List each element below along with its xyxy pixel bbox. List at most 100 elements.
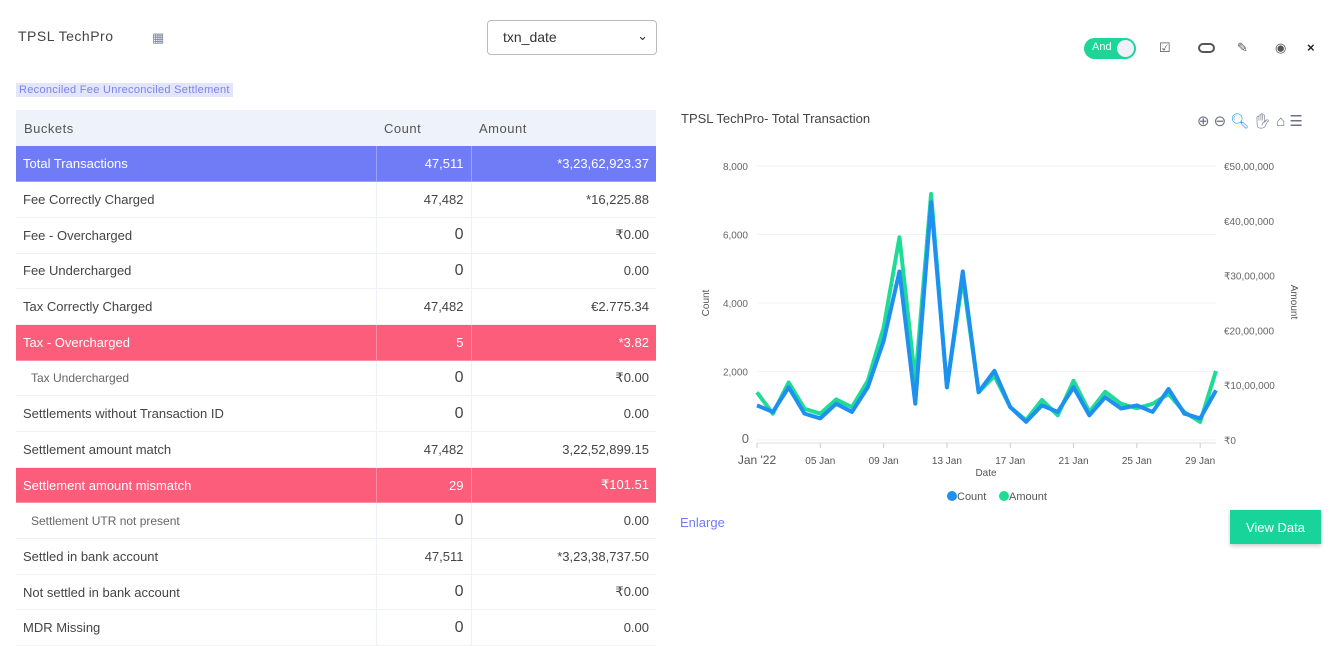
bucket-amount: ₹0.00	[470, 574, 656, 611]
table-header: Buckets Count Amount	[16, 110, 656, 146]
table-row[interactable]: Settled in bank account 47,511 *3,23,38,73…	[16, 538, 656, 575]
merchant-title: TPSL TechPro	[18, 28, 114, 44]
bucket-count: 0	[375, 360, 471, 397]
chart-title: TPSL TechPro- Total Transaction	[681, 111, 871, 126]
home-icon[interactable]: ⌂	[1276, 113, 1290, 130]
table-row[interactable]: Settlements without Transaction ID 0 0.00	[16, 395, 656, 432]
x-tick-label: 29 Jan	[1185, 456, 1215, 467]
table-row[interactable]: Fee Undercharged 0 0.00	[16, 253, 656, 290]
view-data-button[interactable]: View Data	[1230, 510, 1321, 544]
toggle-knob	[1117, 40, 1134, 57]
legend-label-amount: Amount	[1009, 491, 1047, 503]
toggle-label: And	[1092, 41, 1112, 53]
bucket-amount: *3,23,62,923.37	[470, 146, 656, 183]
table-row[interactable]: Settlement UTR not present 0 0.00	[16, 502, 656, 540]
oval-icon[interactable]	[1198, 43, 1215, 53]
chart-toolbar: ⊕⊖🔍︎✋︎⌂☰	[1197, 112, 1307, 130]
table-row[interactable]: Fee - Overcharged 0 ₹0.00	[16, 217, 656, 254]
bucket-count: 47,511	[375, 146, 471, 183]
bucket-name[interactable]: Tax Correctly Charged	[16, 288, 376, 325]
y-tick-label: 0	[742, 431, 749, 446]
table-row[interactable]: MDR Missing 0 0.00	[16, 609, 656, 646]
bucket-count: 0	[375, 502, 471, 540]
bucket-count: 0	[375, 253, 471, 290]
x-tick-label: 05 Jan	[805, 456, 835, 467]
col-amount: Amount	[471, 110, 656, 146]
zoom-out-icon[interactable]: ⊖	[1213, 113, 1231, 130]
bucket-name[interactable]: Settlements without Transaction ID	[16, 395, 376, 432]
x-tick-label: 09 Jan	[869, 456, 899, 467]
y2-tick-label: €20,00,000	[1224, 326, 1274, 337]
series-line-amount	[755, 191, 1218, 424]
bucket-name[interactable]: Settlement UTR not present	[16, 502, 376, 540]
bucket-amount: *3.82	[470, 324, 656, 361]
bucket-tabs[interactable]: Reconciled Fee Unreconciled Settlement	[16, 83, 233, 97]
enlarge-link[interactable]: Enlarge	[680, 515, 725, 530]
y2-tick-label: €50,00,000	[1224, 162, 1274, 173]
menu-icon[interactable]: ☰	[1289, 113, 1307, 130]
bucket-name[interactable]: Fee Undercharged	[16, 253, 376, 290]
transaction-chart: 0 2,000 4,000 6,000 8,000 ₹0 ₹10,00,000 €20,00,…	[701, 162, 1299, 503]
y2-tick-label: ₹10,00,000	[1224, 381, 1275, 392]
table-row[interactable]: Settlement amount match 47,482 3,22,52,899…	[16, 431, 656, 468]
pencil-icon[interactable]: ✎	[1237, 40, 1248, 55]
bucket-count: 29	[375, 467, 471, 504]
bucket-name[interactable]: Not settled in bank account	[16, 574, 376, 611]
y-tick-label: 8,000	[723, 162, 748, 173]
bucket-amount: 0.00	[470, 395, 656, 432]
table-row[interactable]: Settlement amount mismatch 29 ₹101.51	[16, 467, 656, 504]
table-row[interactable]: Tax Correctly Charged 47,482 €2.775.34	[16, 288, 656, 325]
y2-tick-label: ₹30,00,000	[1224, 272, 1275, 283]
col-count: Count	[376, 110, 471, 146]
bucket-amount: ₹0.00	[470, 360, 656, 397]
table-row[interactable]: Not settled in bank account 0 ₹0.00	[16, 574, 656, 611]
bucket-amount: *16,225.88	[470, 181, 656, 218]
eye-icon[interactable]: ◉	[1275, 40, 1287, 55]
legend-marker-count	[947, 491, 957, 501]
y-tick-label: 6,000	[723, 231, 748, 242]
and-toggle[interactable]: And	[1084, 38, 1136, 59]
zoom-in-icon[interactable]: ⊕	[1197, 113, 1214, 130]
pan-icon[interactable]: ✋︎	[1253, 113, 1277, 130]
bucket-count: 0	[375, 609, 471, 646]
table-row[interactable]: Total Transactions 47,511 *3,23,62,923.37	[16, 146, 656, 183]
bucket-amount: ₹0.00	[470, 217, 656, 254]
close-icon[interactable]: ×	[1307, 40, 1315, 55]
bucket-count: 5	[375, 324, 471, 361]
table-row[interactable]: Tax Undercharged 0 ₹0.00	[16, 360, 656, 397]
x-tick-label: 25 Jan	[1122, 456, 1152, 467]
bucket-name[interactable]: Total Transactions	[16, 146, 376, 183]
bucket-name[interactable]: Settled in bank account	[16, 538, 376, 575]
grid-icon[interactable]: ▦	[152, 30, 165, 45]
bucket-name[interactable]: Settlement amount match	[16, 431, 376, 468]
col-buckets: Buckets	[16, 110, 376, 146]
bucket-name[interactable]: Settlement amount mismatch	[16, 467, 376, 504]
zoom-select-icon[interactable]: 🔍︎	[1230, 113, 1254, 130]
bucket-name[interactable]: Tax - Overcharged	[16, 324, 376, 361]
reconciliation-table: Buckets Count Amount Total Transactions 4…	[16, 110, 656, 646]
table-row[interactable]: Fee Correctly Charged 47,482 *16,225.88	[16, 181, 656, 218]
bucket-amount: 3,22,52,899.15	[470, 431, 656, 468]
x-tick-label: 17 Jan	[995, 456, 1025, 467]
checkbox-icon[interactable]: ☑	[1159, 40, 1171, 55]
table-row[interactable]: Tax - Overcharged 5 *3.82	[16, 324, 656, 361]
x-tick-label: 21 Jan	[1059, 456, 1089, 467]
bucket-amount: 0.00	[470, 253, 656, 290]
bucket-name[interactable]: Fee - Overcharged	[16, 217, 376, 254]
bucket-amount: ₹101.51	[470, 467, 656, 504]
bucket-name[interactable]: Tax Undercharged	[16, 360, 376, 397]
date-field-select[interactable]: txn_date ⌄	[487, 20, 657, 55]
y-axis-title: Count	[701, 289, 712, 316]
select-value: txn_date	[503, 29, 557, 45]
y2-tick-label: ₹0	[1224, 436, 1236, 447]
bucket-count: 0	[375, 217, 471, 254]
bucket-name[interactable]: MDR Missing	[16, 609, 376, 646]
bucket-amount: 0.00	[470, 502, 656, 540]
x-tick-label: 13 Jan	[932, 456, 962, 467]
chevron-down-icon: ⌄	[637, 28, 648, 43]
legend-marker-amount	[999, 491, 1009, 501]
bucket-name[interactable]: Fee Correctly Charged	[16, 181, 376, 218]
y2-axis-title: Amount	[1288, 285, 1299, 320]
bucket-count: 0	[375, 395, 471, 432]
bucket-count: 47,482	[375, 288, 471, 325]
